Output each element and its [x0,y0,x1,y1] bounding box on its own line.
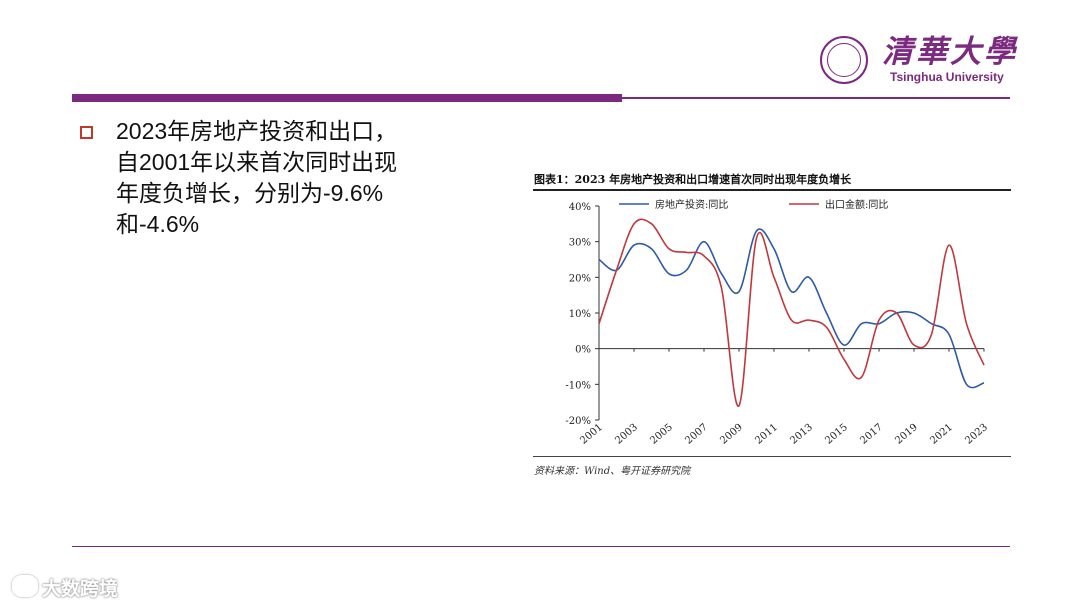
watermark-text: 大数跨境 [42,578,119,600]
chart-bottom-rule [533,456,1011,457]
x-tick-label: 2009 [718,422,745,447]
line-chart: 40%30%20%10%0%-10%-20%2001 2003 2005 2007 20… [565,198,990,447]
header-rule-thick [72,94,622,102]
x-tick-label: 2023 [963,422,990,447]
x-tick-label: 2003 [613,422,640,447]
y-tick-label: -20% [565,416,591,427]
bullet-text: 2023年房地产投资和出口，自2001年以来首次同时出现年度负增长，分别为-9.… [116,118,398,237]
x-tick-label: 2005 [648,422,675,447]
watermark: 大数跨境 [12,574,118,601]
x-tick-label: 2017 [858,422,885,447]
tsinghua-seal-icon [820,36,868,84]
legend-label-export-amount: 出口金额:同比 [825,198,888,211]
bullet-square-icon [80,126,93,139]
logo-english-name: Tsinghua University [890,70,1004,84]
legend-label-real-estate-investment: 房地产投资:同比 [655,198,728,211]
watermark-logo-icon [12,575,38,597]
y-tick-label: 10% [569,309,591,320]
y-tick-label: 0% [575,345,591,356]
y-tick-label: -10% [565,380,591,391]
footer-rule [72,546,1010,547]
header-rule-thin [622,97,1010,99]
x-tick-label: 2007 [683,422,710,447]
chart-title: 图表1：2023 年房地产投资和出口增速首次同时出现年度负增长 [534,173,852,186]
x-tick-label: 2021 [928,422,955,447]
series-line-export-amount [598,218,985,407]
y-tick-label: 40% [569,202,591,213]
x-tick-label: 2011 [753,422,780,447]
x-tick-label: 2015 [823,422,850,447]
logo-chinese-name: 清華大學 [882,34,1018,70]
x-tick-label: 2013 [788,422,815,447]
series-line-real-estate-investment [598,228,985,389]
y-tick-label: 20% [569,273,591,284]
tsinghua-logo: 清華大學 Tsinghua University [820,34,1020,88]
chart-top-rule [533,189,1011,191]
x-tick-label: 2019 [893,422,920,447]
y-tick-label: 30% [569,238,591,249]
chart-source: 资料来源：Wind、粤开证券研究院 [534,466,691,477]
